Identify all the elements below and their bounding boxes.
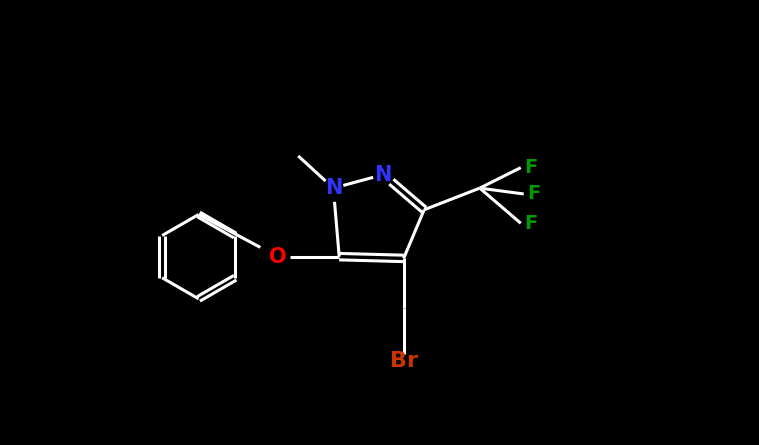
Text: Br: Br <box>389 351 417 371</box>
Text: O: O <box>269 247 286 267</box>
Text: F: F <box>528 185 541 203</box>
Text: N: N <box>325 178 342 198</box>
Text: F: F <box>524 158 538 177</box>
Text: N: N <box>374 165 392 185</box>
Text: F: F <box>524 214 538 233</box>
